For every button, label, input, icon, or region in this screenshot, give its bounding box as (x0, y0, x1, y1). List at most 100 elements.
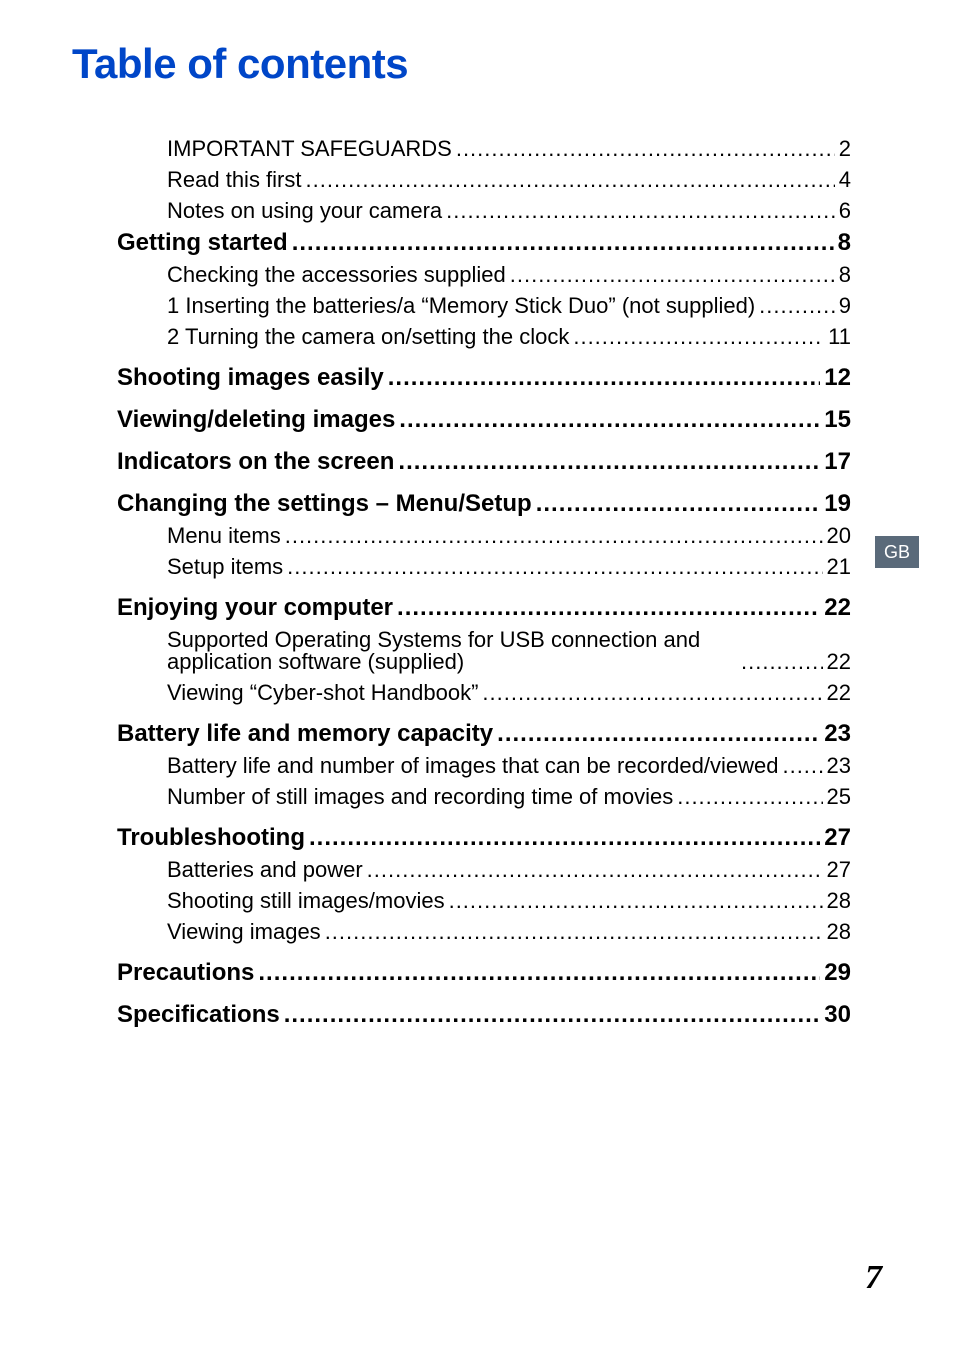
toc-leader: ........................................… (677, 786, 822, 808)
toc-page: 21 (827, 556, 851, 578)
toc-subitem: Setup items ............................… (117, 556, 851, 578)
toc-subitem: 2 Turning the camera on/setting the cloc… (117, 326, 851, 348)
toc-page: 23 (827, 755, 851, 777)
toc-leader: ........................................… (399, 408, 820, 432)
toc-label: Indicators on the screen (117, 450, 394, 474)
toc-page: 25 (827, 786, 851, 808)
toc-section: Viewing/deleting images ................… (117, 408, 851, 432)
toc-label: Changing the settings – Menu/Setup (117, 492, 532, 516)
toc-label: Viewing “Cyber-shot Handbook” (117, 682, 478, 704)
toc-page: 27 (827, 859, 851, 881)
toc-label: Number of still images and recording tim… (117, 786, 673, 808)
toc-leader: ........................................… (482, 682, 822, 704)
toc-section: Specifications .........................… (117, 1003, 851, 1027)
toc-section: Enjoying your computer .................… (117, 596, 851, 620)
toc-subitem: Viewing “Cyber-shot Handbook” ..........… (117, 682, 851, 704)
toc-leader: ........................................… (398, 450, 820, 474)
toc-label: Read this first (117, 169, 302, 191)
toc-page: 20 (827, 525, 851, 547)
toc-section: Troubleshooting ........................… (117, 826, 851, 850)
toc-leader: ........................................… (782, 755, 822, 777)
toc-label: Viewing images (117, 921, 321, 943)
page-title: Table of contents (72, 40, 882, 88)
toc-subitem: Notes on using your camera .............… (117, 200, 851, 222)
toc-label: Notes on using your camera (117, 200, 442, 222)
toc-label: Setup items (117, 556, 283, 578)
page-number: 7 (865, 1259, 882, 1297)
toc-subitem: Number of still images and recording tim… (117, 786, 851, 808)
toc-label: Specifications (117, 1003, 280, 1027)
toc-subitem: Shooting still images/movies ...........… (117, 890, 851, 912)
toc-page: 22 (827, 682, 851, 704)
toc-leader: ........................................… (497, 722, 820, 746)
toc-page: 22 (824, 596, 851, 620)
toc-label: Viewing/deleting images (117, 408, 395, 432)
toc-page: 2 (839, 138, 851, 160)
toc-section: Changing the settings – Menu/Setup .....… (117, 492, 851, 516)
toc-leader: ........................................… (397, 596, 820, 620)
toc-leader: ........................................… (456, 138, 835, 160)
toc-leader: ........................................… (292, 231, 834, 255)
toc-label: IMPORTANT SAFEGUARDS (117, 138, 452, 160)
toc-subitem: Checking the accessories supplied ......… (117, 264, 851, 286)
toc-label: Supported Operating Systems for USB conn… (117, 629, 737, 673)
toc-leader: ........................................… (284, 1003, 821, 1027)
toc-label: Battery life and memory capacity (117, 722, 493, 746)
toc-page: 30 (824, 1003, 851, 1027)
toc-leader: ........................................… (446, 200, 835, 222)
toc-section: Precautions ............................… (117, 961, 851, 985)
toc-label: Getting started (117, 231, 288, 255)
toc-leader: ........................................… (258, 961, 820, 985)
toc-page: 23 (824, 722, 851, 746)
toc-leader: ........................................… (759, 295, 835, 317)
toc-label: Checking the accessories supplied (117, 264, 506, 286)
toc-section: Battery life and memory capacity .......… (117, 722, 851, 746)
toc-page: 9 (839, 295, 851, 317)
toc-page: 8 (838, 231, 851, 255)
toc-leader: ........................................… (306, 169, 835, 191)
toc-subitem: IMPORTANT SAFEGUARDS ...................… (117, 138, 851, 160)
toc-label: Battery life and number of images that c… (117, 755, 778, 777)
toc-label: Troubleshooting (117, 826, 305, 850)
toc-page: 27 (824, 826, 851, 850)
toc-page: 17 (824, 450, 851, 474)
toc-label: Enjoying your computer (117, 596, 393, 620)
toc-page: 29 (824, 961, 851, 985)
toc-label: 1 Inserting the batteries/a “Memory Stic… (117, 295, 755, 317)
toc-label: Shooting still images/movies (117, 890, 445, 912)
language-tab: GB (875, 536, 919, 568)
toc-subitem: Menu items .............................… (117, 525, 851, 547)
toc-page: 28 (827, 921, 851, 943)
toc-subitem: Viewing images .........................… (117, 921, 851, 943)
toc-page: 6 (839, 200, 851, 222)
toc-page: 22 (827, 651, 851, 673)
toc-subitem: Batteries and power ....................… (117, 859, 851, 881)
toc-leader: ........................................… (285, 525, 823, 547)
toc-page: 28 (827, 890, 851, 912)
toc-subitem: Read this first ........................… (117, 169, 851, 191)
toc-page: 12 (824, 366, 851, 390)
toc-section: Shooting images easily .................… (117, 366, 851, 390)
toc-label: 2 Turning the camera on/setting the cloc… (117, 326, 569, 348)
toc-leader: ........................................… (388, 366, 821, 390)
toc-label: Batteries and power (117, 859, 363, 881)
toc-page: 11 (828, 326, 851, 348)
toc-subitem: 1 Inserting the batteries/a “Memory Stic… (117, 295, 851, 317)
toc-leader: ........................................… (309, 826, 820, 850)
toc-page: 15 (824, 408, 851, 432)
toc-page: 8 (839, 264, 851, 286)
table-of-contents: IMPORTANT SAFEGUARDS ...................… (117, 138, 851, 1027)
toc-leader: ........................................… (741, 651, 823, 673)
toc-leader: ........................................… (573, 326, 824, 348)
toc-label: Shooting images easily (117, 366, 384, 390)
toc-leader: ........................................… (510, 264, 835, 286)
toc-section: Indicators on the screen ...............… (117, 450, 851, 474)
document-page: Table of contents IMPORTANT SAFEGUARDS .… (0, 0, 954, 1357)
toc-leader: ........................................… (287, 556, 822, 578)
toc-section: Getting started ........................… (117, 231, 851, 255)
toc-subitem: Battery life and number of images that c… (117, 755, 851, 777)
toc-leader: ........................................… (325, 921, 823, 943)
toc-label: Precautions (117, 961, 254, 985)
toc-subitem: Supported Operating Systems for USB conn… (117, 629, 851, 673)
toc-label: Menu items (117, 525, 281, 547)
